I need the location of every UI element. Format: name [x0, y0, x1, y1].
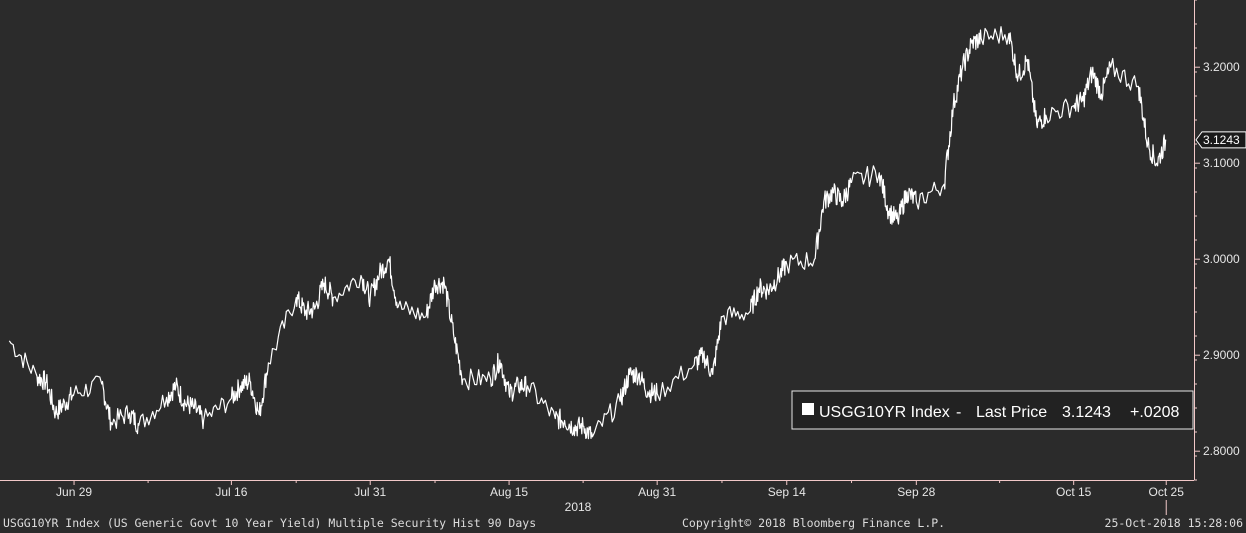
- legend: USGG10YR Index - Last Price 3.1243 +.020…: [791, 390, 1194, 430]
- last-price-arrow: [1195, 131, 1246, 149]
- legend-swatch: [802, 403, 814, 415]
- x-axis: Jun 29 Jul 16 Jul 31 Aug 15 Aug 31 Sep 14 Sep …: [0, 480, 1194, 515]
- x-year-label: 2018: [565, 500, 592, 514]
- x-tick-label: Jul 31: [354, 485, 386, 499]
- y-tick-label: 2.8000: [1203, 444, 1240, 458]
- y-axis: 2.8000 2.9000 3.0000 3.1000 3.2000: [1194, 0, 1240, 481]
- x-tick-label: Aug 31: [638, 485, 676, 499]
- last-price-tag: 3.1243: [1195, 131, 1246, 149]
- footer-timestamp: 25-Oct-2018 15:28:06: [1104, 516, 1243, 530]
- footer-bar: USGG10YR Index (US Generic Govt 10 Year …: [0, 515, 1246, 533]
- x-tick-label: Oct 25: [1149, 485, 1185, 499]
- y-tick-label: 2.9000: [1203, 348, 1240, 362]
- y-tick-label: 3.1000: [1203, 156, 1240, 170]
- series-line-usgg10yr: [8, 26, 1167, 440]
- last-price-label: 3.1243: [1203, 133, 1240, 147]
- x-tick-label: Sep 14: [768, 485, 806, 499]
- legend-separator: -: [956, 404, 961, 421]
- x-tick-label: Sep 28: [897, 485, 935, 499]
- x-tick-label: Jun 29: [56, 485, 92, 499]
- footer-copyright: Copyright© 2018 Bloomberg Finance L.P.: [682, 516, 946, 530]
- x-tick-label: Oct 15: [1056, 485, 1092, 499]
- series-layer: [8, 26, 1167, 440]
- x-tick-label: Jul 16: [215, 485, 247, 499]
- x-tick-label: Aug 15: [490, 485, 528, 499]
- y-tick-label: 3.0000: [1203, 252, 1240, 266]
- y-tick-label: 3.2000: [1203, 60, 1240, 74]
- yield-chart: Jun 29 Jul 16 Jul 31 Aug 15 Aug 31 Sep 14 Sep …: [0, 0, 1246, 515]
- legend-box: [791, 390, 1194, 430]
- footer-security-description: USGG10YR Index (US Generic Govt 10 Year …: [3, 516, 537, 530]
- legend-measure: Last Price: [976, 404, 1047, 421]
- legend-value: 3.1243: [1062, 404, 1111, 421]
- legend-series-name: USGG10YR Index: [819, 404, 950, 421]
- legend-change: +.0208: [1130, 404, 1179, 421]
